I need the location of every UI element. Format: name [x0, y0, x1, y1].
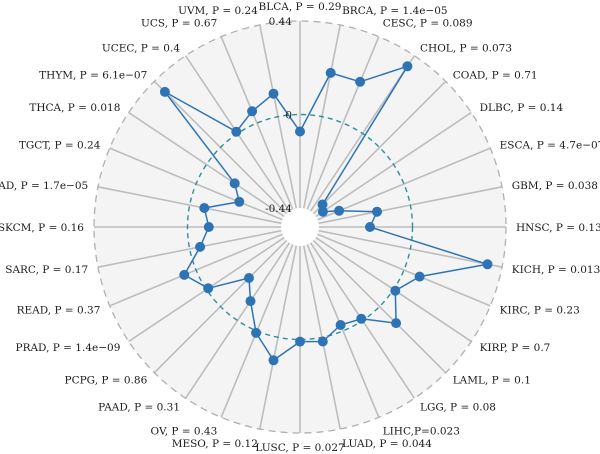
category-label-coad: COAD, P = 0.71 [453, 69, 538, 81]
data-point-pcpg [244, 273, 254, 283]
category-label-ucs: UCS, P = 0.67 [141, 17, 217, 29]
category-label-dlbc: DLBC, P = 0.14 [480, 102, 564, 114]
data-point-lihc [335, 320, 346, 330]
spoke-line [220, 36, 294, 210]
category-label-pcpg: PCPG, P = 0.86 [65, 375, 148, 387]
data-point-thym [159, 86, 170, 97]
data-point-read [179, 269, 190, 280]
spoke-line [312, 239, 447, 374]
inner-hole [281, 208, 319, 246]
tick-label: 0.44 [269, 16, 293, 28]
category-label-read: READ, P = 0.37 [17, 305, 101, 317]
category-label-cesc: CESC, P = 0.089 [383, 17, 473, 29]
data-points [159, 61, 493, 366]
data-point-lusc [295, 336, 305, 347]
category-label-uvm: UVM, P = 0.24 [178, 5, 258, 17]
category-label-ov: OV, P = 0.43 [151, 426, 218, 438]
category-label-skcm: SKCM, P = 0.16 [0, 222, 84, 234]
spoke-line [97, 186, 282, 225]
data-point-ucec [231, 126, 242, 137]
data-point-coad [317, 199, 328, 210]
category-label-esca: ESCA, P = 4.7e−07 [500, 139, 600, 151]
data-point-stad [199, 203, 210, 213]
data-point-esca [334, 205, 345, 216]
spoke-line [128, 111, 285, 218]
category-label-hnsc: HNSC, P = 0.13 [516, 222, 600, 234]
category-label-kich: KICH, P = 0.013 [512, 264, 600, 276]
data-point-thca [229, 178, 240, 189]
category-label-thym: THYM, P = 6.1e−07 [39, 69, 147, 81]
data-point-prad [203, 283, 214, 294]
spoke-line [312, 80, 447, 215]
data-point-ov [251, 327, 262, 338]
spoke-line [184, 242, 291, 399]
data-point-dlbc [317, 206, 328, 217]
data-point-kich [482, 259, 493, 270]
data-point-cesc [355, 76, 366, 87]
category-label-kirc: KIRC, P = 0.23 [500, 305, 580, 317]
category-label-lusc: LUSC, P = 0.027 [255, 442, 344, 454]
tick-label: 0 [285, 110, 292, 122]
data-point-skcm [203, 222, 214, 232]
category-label-sarc: SARC, P = 0.17 [5, 264, 88, 276]
data-point-meso [268, 355, 279, 366]
spoke-line [97, 229, 282, 268]
data-point-hnsc [365, 222, 375, 232]
category-label-lihc: LIHC,P=0.023 [383, 426, 460, 438]
category-label-lgg: LGG, P = 0.08 [420, 402, 496, 414]
data-point-kirc [414, 271, 425, 282]
radial-ticks: -0.44 0 0.44 [265, 16, 292, 215]
data-point-ucs [247, 106, 258, 117]
category-label-gbm: GBM, P = 0.038 [512, 180, 598, 192]
zero-ring [186, 113, 414, 341]
category-label-ucec: UCEC, P = 0.4 [102, 42, 180, 54]
data-point-chol [402, 61, 413, 72]
category-label-blca: BLCA, P = 0.29 [259, 1, 342, 13]
spoke-line [306, 36, 380, 210]
category-label-brca: BRCA, P = 1.4e−05 [342, 5, 448, 17]
category-label-paad: PAAD, P = 0.31 [98, 402, 180, 414]
category-label-stad: STAD, P = 1.7e−05 [0, 180, 88, 192]
outer-ring [93, 20, 507, 434]
tick-label: -0.44 [265, 203, 292, 215]
data-point-luad [317, 336, 328, 347]
category-label-prad: PRAD, P = 1.4e−09 [16, 342, 121, 354]
data-point-brca [325, 67, 336, 78]
category-label-chol: CHOL, P = 0.073 [420, 42, 512, 54]
category-label-luad: LUAD, P = 0.044 [342, 438, 432, 450]
spoke-line [317, 233, 491, 307]
category-label-tgct: TGCT, P = 0.24 [19, 139, 101, 151]
spoke-line [306, 244, 380, 418]
category-label-thca: THCA, P = 0.018 [29, 102, 120, 114]
data-point-uvm [268, 88, 279, 99]
data-point-lgg [356, 313, 367, 324]
data-point-gbm [372, 206, 382, 217]
category-label-kirp: KIRP, P = 0.7 [480, 342, 551, 354]
data-point-paad [245, 296, 256, 307]
data-point-laml [391, 318, 402, 329]
data-point-tgct [234, 196, 245, 207]
category-label-meso: MESO, P = 0.12 [172, 438, 258, 450]
data-point-kirp [390, 285, 401, 296]
data-point-blca [295, 126, 305, 137]
category-label-laml: LAML, P = 0.1 [453, 375, 531, 387]
data-point-sarc [195, 241, 206, 252]
